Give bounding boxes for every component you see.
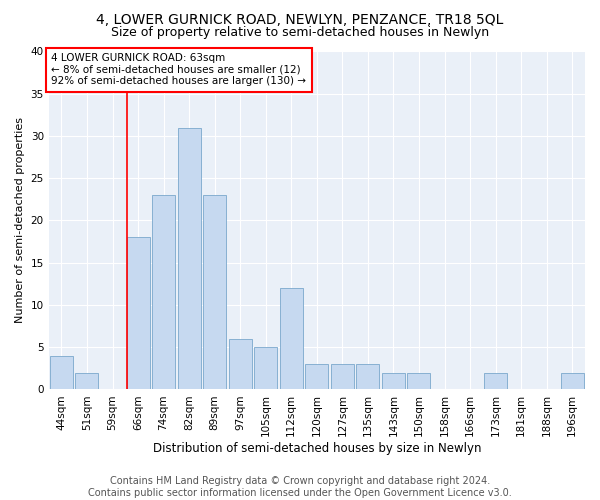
- X-axis label: Distribution of semi-detached houses by size in Newlyn: Distribution of semi-detached houses by …: [152, 442, 481, 455]
- Bar: [178, 128, 200, 390]
- Bar: [50, 356, 73, 390]
- Text: 4 LOWER GURNICK ROAD: 63sqm
← 8% of semi-detached houses are smaller (12)
92% of: 4 LOWER GURNICK ROAD: 63sqm ← 8% of semi…: [52, 53, 307, 86]
- Bar: [254, 347, 277, 390]
- Text: 4, LOWER GURNICK ROAD, NEWLYN, PENZANCE, TR18 5QL: 4, LOWER GURNICK ROAD, NEWLYN, PENZANCE,…: [97, 12, 503, 26]
- Bar: [407, 372, 430, 390]
- Bar: [561, 372, 584, 390]
- Bar: [203, 195, 226, 390]
- Bar: [305, 364, 328, 390]
- Text: Contains HM Land Registry data © Crown copyright and database right 2024.
Contai: Contains HM Land Registry data © Crown c…: [88, 476, 512, 498]
- Bar: [280, 288, 303, 390]
- Bar: [229, 339, 252, 390]
- Bar: [356, 364, 379, 390]
- Bar: [484, 372, 507, 390]
- Bar: [76, 372, 98, 390]
- Bar: [152, 195, 175, 390]
- Text: Size of property relative to semi-detached houses in Newlyn: Size of property relative to semi-detach…: [111, 26, 489, 39]
- Bar: [331, 364, 354, 390]
- Y-axis label: Number of semi-detached properties: Number of semi-detached properties: [15, 118, 25, 324]
- Bar: [382, 372, 405, 390]
- Bar: [127, 238, 149, 390]
